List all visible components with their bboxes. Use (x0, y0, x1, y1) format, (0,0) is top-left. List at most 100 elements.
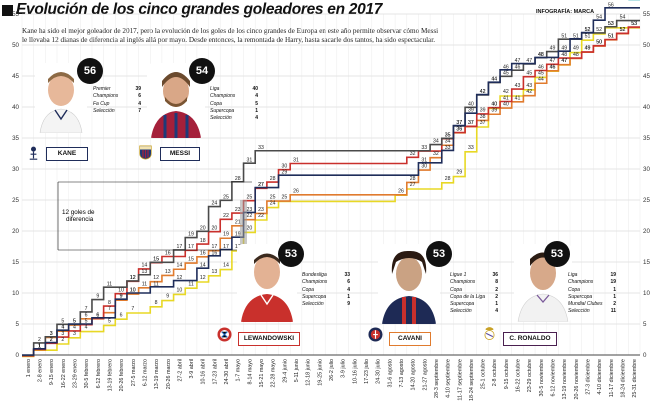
value-label: 9 (96, 294, 99, 300)
value-label: 11 (142, 281, 147, 287)
stat-label: Copa de la Liga (450, 293, 486, 300)
y-tick-label: 10 (12, 290, 19, 297)
value-label: 29 (281, 170, 287, 176)
x-tick-label: 2-8 enero (37, 359, 43, 382)
value-label: 46 (550, 64, 556, 70)
x-tick-label: 6-12 marzo (142, 359, 148, 386)
value-label: 52 (596, 27, 602, 33)
value-label: 27 (258, 182, 264, 188)
value-label: 21 (235, 219, 241, 225)
stat-label: Liga (568, 272, 578, 278)
value-label: 4 (61, 325, 64, 331)
value-label: 17 (212, 244, 218, 250)
value-label: 54 (596, 15, 602, 21)
value-label: 41 (503, 95, 509, 101)
value-label: 47 (561, 58, 567, 64)
x-tick-label: 27-2 abril (177, 359, 183, 381)
y-tick-label: 20 (643, 228, 650, 235)
value-label: 14 (142, 263, 148, 269)
x-tick-label: 9-15 octubre (504, 359, 510, 389)
x-tick-label: 17-23 abril (212, 359, 218, 384)
stat-value: 9 (347, 301, 350, 308)
stat-value: 40 (252, 86, 258, 92)
y-tick-label: 0 (16, 352, 20, 359)
value-label: 5 (61, 319, 64, 325)
value-label: 8 (155, 300, 158, 306)
stat-row: Champions 6 (93, 93, 141, 100)
value-label: 25 (270, 195, 276, 201)
stat-row: Liga 40 (210, 86, 258, 93)
x-tick-label: 23-29 octubre (527, 359, 533, 392)
value-label: 6 (85, 312, 88, 318)
value-label: 42 (480, 89, 486, 95)
stat-row: Liga 19 (568, 272, 616, 279)
stat-row: Copa 1 (568, 287, 616, 294)
stat-label: Selección (93, 107, 115, 114)
stat-row: Mundial Clubes 2 (568, 301, 616, 308)
stat-row: Ligue 1 36 (450, 272, 498, 279)
value-label: 14 (223, 263, 229, 269)
value-label: 12 (177, 275, 183, 281)
y-tick-label: 5 (16, 321, 20, 328)
value-label: 39 (468, 108, 474, 114)
value-label: 50 (596, 40, 602, 46)
value-label: 32 (410, 151, 416, 157)
value-label: 44 (538, 77, 544, 83)
value-label: 14 (200, 263, 206, 269)
value-label: 37 (468, 120, 474, 126)
stat-value: 11 (610, 308, 616, 315)
value-label: 44 (491, 77, 497, 83)
value-label: 31 (421, 157, 427, 163)
value-label: 40 (491, 102, 497, 108)
value-label: 36 (456, 126, 462, 132)
y-tick-label: 40 (643, 104, 650, 111)
x-tick-label: 21-27 agosto (422, 359, 428, 390)
value-label: 53 (631, 21, 637, 27)
value-label: 37 (468, 120, 474, 126)
value-label: 17 (188, 244, 194, 250)
stat-label: Selección (302, 301, 324, 308)
stat-value: 4 (255, 115, 258, 122)
stat-value: 8 (495, 279, 498, 286)
value-label: 4 (85, 325, 88, 331)
value-label: 13 (212, 269, 218, 275)
value-label: 17 (223, 244, 229, 250)
value-label: 26 (398, 188, 404, 194)
value-label: 27 (258, 182, 264, 188)
kane-stats: Premier 39 Champions 6 Fa Cup 4 Selección 7 (93, 86, 141, 115)
value-label: 48 (561, 52, 567, 58)
value-label: 17 (177, 244, 183, 250)
x-tick-label: 4-10 septiembre (446, 359, 452, 398)
x-tick-label: 11-17 septiembre (457, 359, 463, 401)
stat-label: Ligue 1 (450, 272, 467, 278)
value-label: 53 (608, 21, 614, 27)
value-label: 2 (61, 337, 64, 343)
value-label: 32 (433, 151, 439, 157)
value-labels: 1245691011121416171923272931333739424446… (38, 2, 637, 349)
y-tick-label: 40 (12, 104, 19, 111)
value-label: 27 (410, 182, 416, 188)
stat-label: Supercopa (210, 107, 235, 114)
kane-photo (35, 63, 87, 133)
y-tick-label: 20 (12, 228, 19, 235)
value-label: 44 (491, 77, 497, 83)
stat-label: Selección (210, 115, 232, 122)
value-label: 35 (445, 133, 451, 139)
value-label: 42 (480, 89, 486, 95)
value-label: 49 (550, 46, 556, 52)
value-label: 51 (608, 33, 614, 39)
messi-stats: Liga 40 Champions 4 Copa 5 Supercopa 1 Selec… (210, 86, 258, 122)
x-tick-label: 29-4 junio (282, 359, 288, 383)
value-label: 46 (550, 64, 556, 70)
value-label: 3 (50, 331, 53, 337)
stat-label: Mundial Clubes (568, 301, 603, 308)
value-label: 52 (620, 27, 626, 33)
stat-row: Bundesliga 33 (302, 272, 350, 279)
value-label: 39 (491, 108, 497, 114)
stat-row: Champions 8 (450, 279, 498, 286)
x-tick-label: 24-30 julio (376, 359, 382, 384)
value-label: 5 (108, 319, 111, 325)
y-tick-label: 45 (12, 73, 19, 80)
x-tick-label: 13-19 marzo (154, 359, 160, 389)
value-label: 12 (200, 275, 206, 281)
